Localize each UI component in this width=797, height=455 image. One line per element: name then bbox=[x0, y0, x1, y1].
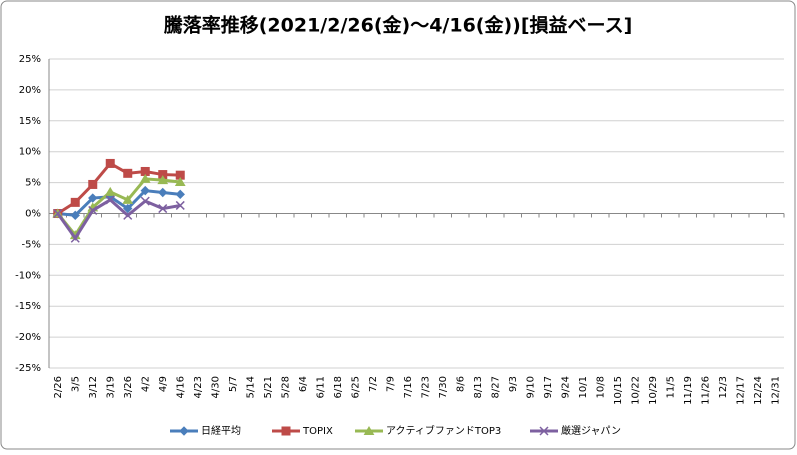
y-tick-label: -10% bbox=[15, 270, 41, 281]
y-tick-label: 25% bbox=[19, 54, 41, 65]
x-tick-label: 5/14 bbox=[245, 376, 256, 398]
data-point bbox=[139, 173, 151, 183]
x-tick-label: 10/29 bbox=[648, 376, 659, 405]
x-tick-label: 8/6 bbox=[455, 376, 466, 392]
x-tick-label: 2/26 bbox=[53, 376, 64, 398]
x-tick-label: 12/31 bbox=[770, 376, 781, 405]
data-point bbox=[88, 193, 98, 203]
x-tick-label: 4/23 bbox=[193, 376, 204, 398]
x-tick-label: 7/30 bbox=[438, 376, 449, 398]
legend-marker bbox=[281, 426, 291, 436]
x-tick-label: 10/15 bbox=[613, 376, 624, 405]
x-tick-label: 9/17 bbox=[543, 376, 554, 398]
data-point bbox=[70, 197, 80, 207]
data-point bbox=[53, 208, 63, 219]
data-point bbox=[122, 194, 134, 204]
x-tick-label: 4/30 bbox=[210, 376, 221, 398]
y-tick-label: 15% bbox=[19, 116, 41, 127]
x-tick-label: 7/23 bbox=[420, 376, 431, 398]
data-point bbox=[140, 196, 150, 206]
data-point bbox=[123, 168, 133, 178]
x-tick-label: 8/13 bbox=[473, 376, 484, 398]
data-point bbox=[174, 177, 186, 186]
x-tick-label: 4/16 bbox=[175, 376, 186, 398]
x-tick-label: 9/10 bbox=[525, 376, 536, 398]
data-point bbox=[157, 175, 169, 185]
data-point bbox=[140, 185, 150, 196]
x-tick-label: 3/12 bbox=[88, 376, 99, 398]
x-tick-label: 10/1 bbox=[578, 376, 589, 398]
x-tick-label: 6/18 bbox=[333, 376, 344, 398]
x-tick-label: 7/2 bbox=[368, 376, 379, 392]
legend-marker bbox=[539, 426, 549, 436]
data-point bbox=[104, 186, 116, 196]
data-point bbox=[123, 203, 133, 214]
legend-label: TOPIX bbox=[302, 426, 333, 437]
x-tick-label: 3/19 bbox=[105, 376, 116, 398]
data-point bbox=[88, 179, 98, 189]
x-tick-label: 10/22 bbox=[630, 376, 641, 405]
x-tick-label: 9/3 bbox=[508, 376, 519, 392]
x-tick-label: 12/17 bbox=[735, 376, 746, 405]
x-tick-label: 6/4 bbox=[298, 376, 309, 392]
x-tick-label: 12/24 bbox=[753, 376, 764, 405]
x-tick-label: 6/25 bbox=[350, 376, 361, 398]
data-point bbox=[175, 189, 185, 200]
data-point bbox=[175, 200, 185, 210]
legend-marker bbox=[363, 426, 375, 435]
data-point bbox=[88, 205, 98, 215]
x-tick-label: 3/26 bbox=[123, 376, 134, 398]
y-tick-label: 5% bbox=[25, 178, 41, 189]
x-tick-label: 5/7 bbox=[228, 376, 239, 392]
chart-title: 騰落率推移(2021/2/26(金)～4/16(金))[損益ベース] bbox=[163, 14, 633, 37]
legend-label: 日経平均 bbox=[201, 424, 241, 437]
y-tick-label: 20% bbox=[19, 85, 41, 96]
series-line bbox=[56, 198, 181, 241]
y-tick-label: -15% bbox=[15, 301, 41, 312]
legend-label: アクティブファンドTOP3 bbox=[386, 424, 501, 437]
y-tick-label: -20% bbox=[15, 332, 41, 343]
x-tick-label: 6/11 bbox=[315, 376, 326, 398]
x-tick-label: 12/3 bbox=[718, 376, 729, 398]
data-point bbox=[105, 195, 115, 205]
legend-label: 厳選ジャパン bbox=[561, 424, 621, 437]
y-tick-label: 10% bbox=[19, 147, 41, 158]
y-tick-label: -25% bbox=[15, 363, 41, 374]
y-tick-label: -5% bbox=[22, 239, 41, 250]
x-tick-label: 4/2 bbox=[140, 376, 151, 392]
x-tick-label: 11/5 bbox=[665, 376, 676, 398]
x-tick-label: 9/24 bbox=[560, 376, 571, 398]
data-point bbox=[105, 158, 115, 168]
x-tick-label: 8/27 bbox=[490, 376, 501, 398]
x-tick-label: 7/16 bbox=[403, 376, 414, 398]
x-tick-label: 5/21 bbox=[263, 376, 274, 398]
x-tick-label: 3/5 bbox=[70, 376, 81, 392]
x-tick-label: 7/9 bbox=[385, 376, 396, 392]
data-point bbox=[158, 204, 168, 214]
data-point bbox=[158, 187, 168, 198]
data-point bbox=[70, 233, 80, 243]
data-point bbox=[123, 210, 133, 220]
x-tick-label: 5/28 bbox=[280, 376, 291, 398]
x-tick-label: 4/9 bbox=[158, 376, 169, 392]
legend-marker bbox=[179, 426, 189, 436]
x-tick-label: 11/19 bbox=[683, 376, 694, 405]
x-tick-label: 11/26 bbox=[700, 376, 711, 405]
data-point bbox=[70, 210, 80, 221]
x-tick-label: 10/8 bbox=[595, 376, 606, 398]
series-line bbox=[56, 177, 181, 238]
y-tick-label: 0% bbox=[25, 209, 41, 220]
